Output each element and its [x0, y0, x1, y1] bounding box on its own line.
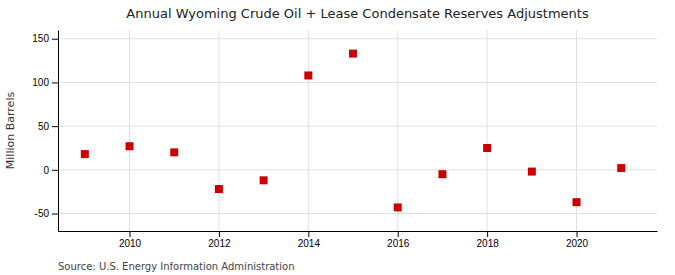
- y-tick: -50: [35, 208, 58, 219]
- y-tick-label: 0: [43, 165, 49, 176]
- x-tick: 2014: [298, 231, 321, 249]
- x-tick-label: 2020: [566, 238, 589, 249]
- point: [483, 144, 491, 152]
- y-tick-label: 150: [32, 33, 49, 44]
- point: [394, 203, 402, 211]
- point: [126, 142, 134, 150]
- grid-line-x: [129, 30, 130, 231]
- y-tick-label: 100: [32, 77, 49, 88]
- x-tick-mark: [398, 231, 399, 237]
- grid-line-x: [218, 30, 219, 231]
- y-tick-label: 50: [38, 121, 50, 132]
- grid-line-y: [58, 82, 657, 83]
- grid: [58, 30, 657, 231]
- y-tick: 50: [38, 121, 58, 132]
- x-tick-mark: [308, 231, 309, 237]
- x-tick-mark: [130, 231, 131, 237]
- point: [260, 176, 268, 184]
- grid-line-y: [58, 169, 657, 170]
- point: [617, 164, 625, 172]
- chart-svg: 2010 2012 2014 2016 2018 2020 -50 0 50 100 150 Annu…: [0, 0, 675, 275]
- point: [528, 168, 536, 176]
- chart-container: 2010 2012 2014 2016 2018 2020 -50 0 50 100 150 Annu…: [0, 0, 675, 275]
- y-tick-mark: [52, 170, 58, 171]
- grid-line-y: [58, 38, 657, 39]
- y-tick: 100: [32, 77, 58, 88]
- x-tick-label: 2018: [477, 238, 500, 249]
- x-tick: 2010: [119, 231, 142, 249]
- x-tick-label: 2012: [208, 238, 231, 249]
- x-tick-mark: [577, 231, 578, 237]
- x-tick-mark: [487, 231, 488, 237]
- points: [81, 50, 625, 212]
- y-tick-mark: [52, 214, 58, 215]
- x-axis: 2010 2012 2014 2016 2018 2020: [59, 231, 658, 249]
- x-axis-line: [59, 231, 658, 232]
- y-tick-label: -50: [35, 208, 50, 219]
- y-axis-label: Million Barrels: [4, 92, 17, 170]
- x-tick-label: 2016: [387, 238, 410, 249]
- plot-area: 2010 2012 2014 2016 2018 2020 -50 0 50 100 150: [32, 30, 657, 249]
- grid-line-y: [58, 126, 657, 127]
- x-tick-label: 2010: [119, 238, 142, 249]
- y-tick-mark: [52, 126, 58, 127]
- point: [170, 148, 178, 156]
- x-tick-mark: [219, 231, 220, 237]
- x-tick: 2012: [208, 231, 231, 249]
- y-tick: 0: [43, 165, 58, 176]
- x-tick: 2016: [387, 231, 410, 249]
- point: [438, 170, 446, 178]
- point: [573, 198, 581, 206]
- grid-line-y: [58, 213, 657, 214]
- y-axis-line: [58, 31, 59, 232]
- y-tick-mark: [52, 82, 58, 83]
- y-axis: -50 0 50 100 150: [32, 31, 58, 232]
- title: Annual Wyoming Crude Oil + Lease Condens…: [126, 6, 589, 21]
- y-tick: 150: [32, 33, 58, 44]
- x-tick: 2018: [477, 231, 500, 249]
- y-tick-mark: [52, 39, 58, 40]
- point: [304, 71, 312, 79]
- grid-line-x: [397, 30, 398, 231]
- grid-line-x: [308, 30, 309, 231]
- grid-line-x: [487, 30, 488, 231]
- annotation: Source: U.S. Energy Information Administ…: [58, 261, 295, 272]
- point: [349, 50, 357, 58]
- point: [81, 150, 89, 158]
- x-tick-label: 2014: [298, 238, 321, 249]
- point: [215, 185, 223, 193]
- x-tick: 2020: [566, 231, 589, 249]
